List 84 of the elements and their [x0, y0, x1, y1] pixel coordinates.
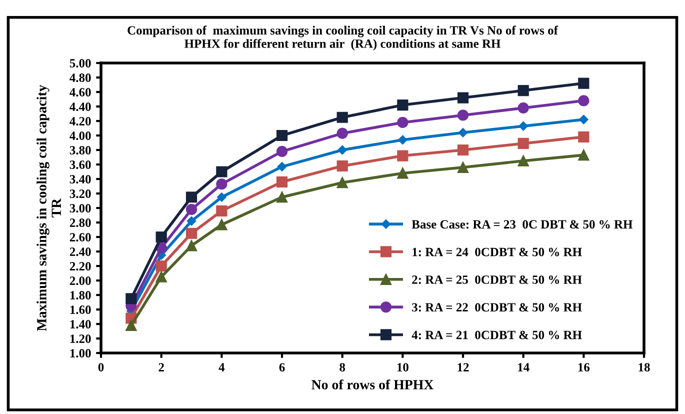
point — [216, 219, 228, 230]
point — [458, 128, 468, 138]
x-tick-label: 6 — [279, 363, 285, 372]
x-tick-label: 16 — [578, 363, 590, 372]
point — [126, 320, 137, 332]
y-tick-label: 4.80 — [70, 74, 91, 82]
point — [216, 166, 228, 178]
point — [579, 114, 588, 124]
legend-label: 1: RA = 24 0CDBT & 50 % RH — [412, 248, 582, 256]
y-tick-label: 1.20 — [70, 334, 91, 344]
point — [518, 138, 529, 150]
point — [518, 84, 529, 96]
point — [578, 95, 590, 106]
y-tick-label: 1.80 — [70, 291, 91, 300]
point — [397, 99, 408, 111]
point — [216, 178, 228, 190]
y-tick-label: 3.60 — [70, 160, 91, 170]
point — [457, 110, 469, 121]
legend-label: Base Case: RA = 23 0C DBT & 50 % RH — [412, 220, 633, 229]
point — [338, 145, 347, 155]
y-tick-label: 3.80 — [70, 146, 91, 155]
point — [156, 271, 167, 282]
y-tick-label: 4.00 — [70, 132, 91, 140]
y-tick-label: 3.40 — [70, 175, 91, 184]
y-tick-label: 4.20 — [70, 117, 91, 126]
point — [276, 176, 288, 188]
point — [186, 192, 198, 203]
legend-label: 3: RA = 22 0CDBT & 50 % RH — [412, 303, 582, 312]
y-tick-label: 2.60 — [70, 233, 91, 242]
x-tick-label: 8 — [340, 363, 346, 372]
point — [398, 135, 408, 144]
point — [518, 155, 529, 166]
y-tick-label: 1.40 — [70, 320, 91, 329]
x-tick-label: 10 — [397, 363, 408, 372]
y-tick-label: 3.20 — [70, 190, 91, 198]
point — [186, 228, 198, 239]
point — [336, 160, 348, 172]
point — [457, 144, 469, 156]
point — [518, 102, 529, 114]
y-tick-label: 1.00 — [70, 349, 91, 358]
y-tick-label: 2.40 — [70, 248, 91, 256]
point — [578, 150, 590, 161]
point — [336, 128, 348, 139]
x-tick-label: 4 — [218, 363, 225, 372]
point — [276, 130, 288, 142]
x-axis-title: No of rows of HPHX — [312, 379, 434, 390]
x-tick-label: 14 — [518, 363, 530, 372]
point — [397, 116, 408, 128]
y-tick-label: 2.00 — [70, 276, 91, 286]
point — [578, 78, 590, 89]
point — [397, 150, 408, 162]
point — [216, 205, 228, 216]
x-tick-label: 2 — [158, 363, 164, 372]
point — [186, 216, 196, 226]
point — [186, 240, 198, 252]
y-tick-label: 4.40 — [70, 102, 91, 112]
legend-label: 4: RA = 21 0CDBT & 50 % RH — [412, 330, 582, 340]
point — [397, 168, 408, 179]
point — [156, 231, 167, 243]
point — [457, 162, 469, 173]
x-tick-label: 18 — [638, 363, 650, 372]
point — [276, 146, 288, 158]
point — [457, 92, 469, 104]
legend-label: 2: RA = 25 0CDBT & 50 % RH — [412, 275, 582, 284]
x-tick-label: 12 — [458, 363, 469, 372]
y-tick-label: 2.80 — [70, 218, 91, 228]
point — [186, 204, 198, 216]
point — [156, 260, 167, 272]
point — [276, 192, 288, 203]
point — [336, 177, 348, 188]
y-tick-label: 1.60 — [70, 306, 91, 314]
point — [518, 121, 528, 131]
y-tick-label: 5.00 — [70, 59, 91, 68]
point — [126, 293, 137, 304]
point — [336, 112, 348, 123]
y-tick-label: 2.20 — [70, 262, 91, 271]
y-tick-label: 3.00 — [70, 204, 91, 213]
point — [578, 131, 590, 143]
x-tick-label: 0 — [98, 363, 104, 372]
point — [277, 162, 287, 172]
chart-title: Comparison of maximum savings in cooling coil capacity in TR Vs No of rows of HPHX for different return air (RA) conditions at same RH — [128, 26, 558, 50]
y-axis-title: Maximum savings in cooling coil capacity TR — [36, 84, 61, 332]
point — [217, 192, 226, 202]
y-tick-label: 4.60 — [70, 88, 91, 97]
